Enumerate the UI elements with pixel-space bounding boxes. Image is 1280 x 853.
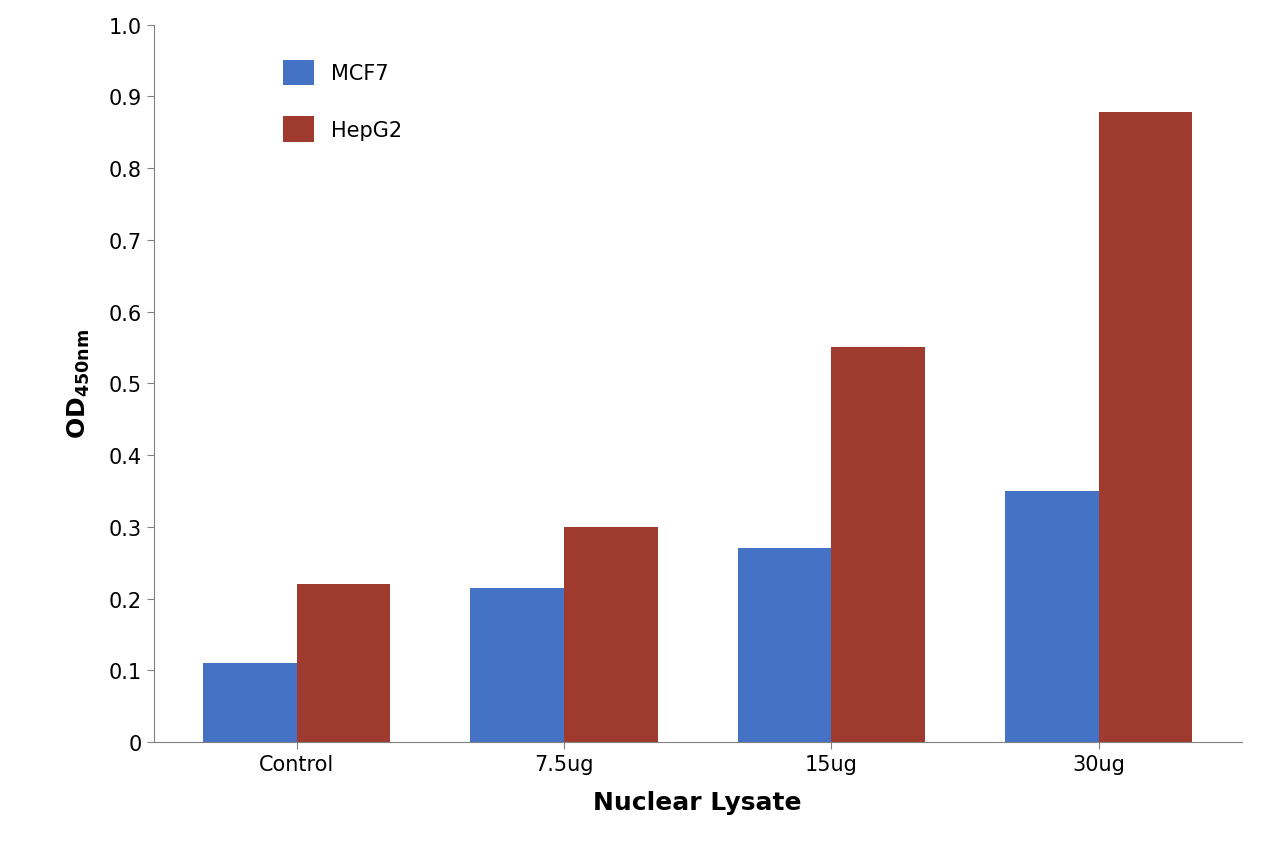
Legend: MCF7, HepG2: MCF7, HepG2 bbox=[273, 50, 412, 154]
Bar bbox=[737, 548, 831, 742]
Y-axis label: $\mathbf{OD}$$_{\mathbf{450nm}}$: $\mathbf{OD}$$_{\mathbf{450nm}}$ bbox=[65, 329, 92, 438]
Bar bbox=[831, 348, 925, 742]
Bar bbox=[470, 588, 564, 742]
Bar bbox=[204, 664, 297, 742]
X-axis label: Nuclear Lysate: Nuclear Lysate bbox=[594, 791, 801, 815]
Bar bbox=[1005, 491, 1098, 742]
Bar bbox=[1098, 113, 1192, 742]
Bar bbox=[297, 584, 390, 742]
Bar bbox=[564, 527, 658, 742]
